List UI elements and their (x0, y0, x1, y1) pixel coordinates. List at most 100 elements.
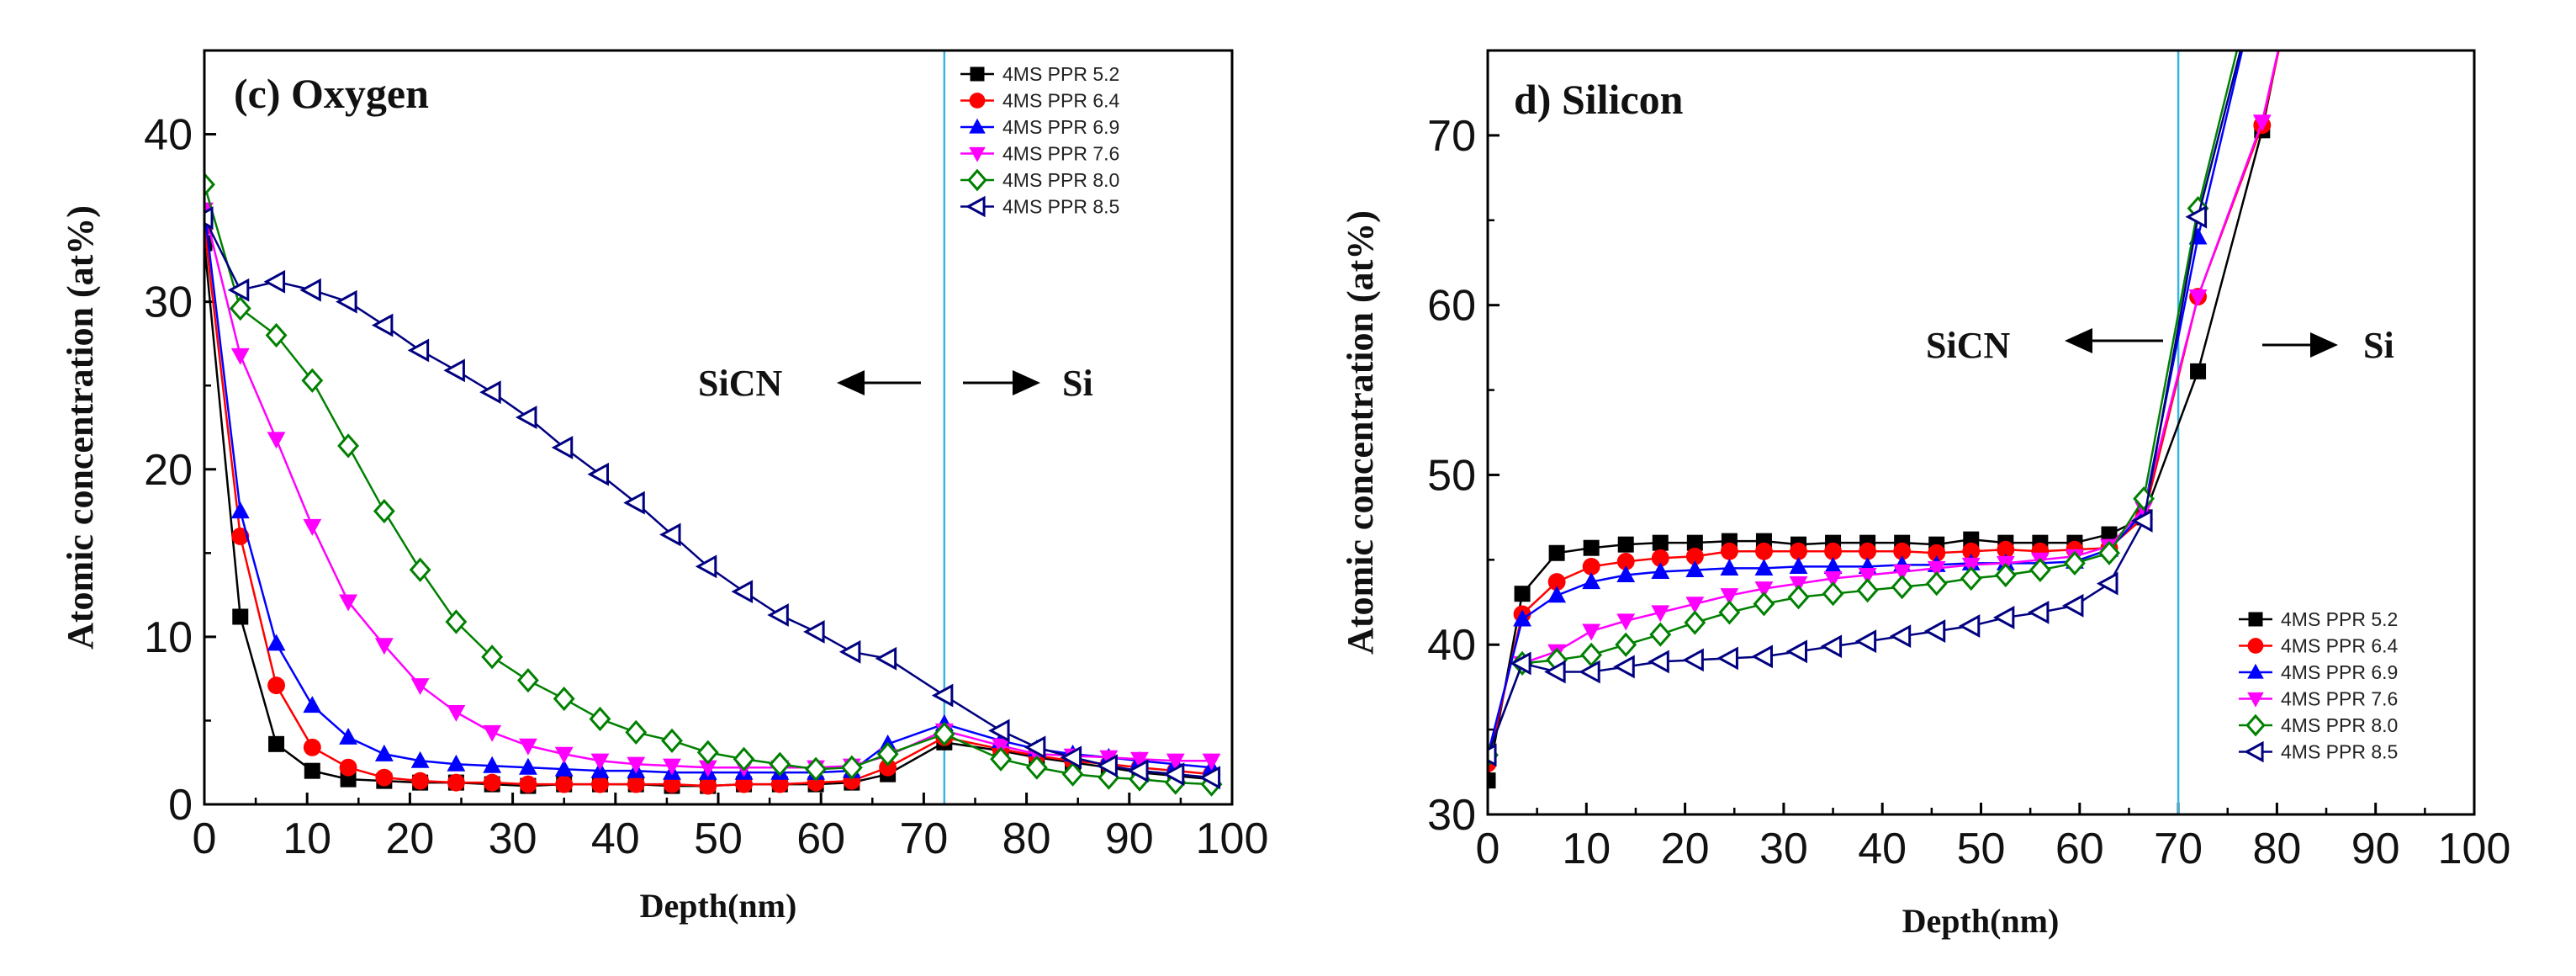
silicon-x-tick-label: 70 (2154, 825, 2203, 873)
oxygen-panel-title: (c) Oxygen (234, 70, 429, 117)
oxygen-data-point (232, 608, 249, 625)
oxygen-data-point (304, 762, 320, 779)
oxygen-data-point (445, 609, 468, 634)
oxygen-data-point (268, 735, 285, 752)
silicon-data-point (1789, 576, 1808, 593)
silicon-arrow-left (2065, 328, 2163, 353)
oxygen-data-point (587, 462, 609, 486)
silicon-data-point (2131, 508, 2153, 533)
oxygen-data-point (554, 759, 574, 777)
silicon-data-point (1790, 542, 1807, 560)
oxygen-legend-label: 4MS PPR 8.0 (1002, 169, 1119, 191)
oxygen-data-point (1198, 766, 1221, 790)
oxygen-data-point (230, 347, 250, 365)
silicon-data-point (1686, 534, 1703, 551)
oxygen-data-point (933, 721, 955, 746)
oxygen-series-line-3 (204, 209, 1212, 769)
silicon-legend-marker (2248, 612, 2263, 627)
silicon-data-point (1962, 542, 1981, 560)
silicon-x-tick-label: 40 (1858, 825, 1907, 873)
oxygen-data-point (1096, 754, 1118, 778)
oxygen-data-point (336, 289, 357, 314)
silicon-data-point (2061, 593, 2084, 618)
oxygen-data-point (988, 719, 1010, 743)
silicon-y-tick-label: 30 (1427, 791, 1476, 840)
silicon-data-point (1488, 772, 1496, 789)
silicon-data-point (1718, 600, 1741, 625)
oxygen-data-point (838, 639, 861, 664)
oxygen-data-point (230, 501, 250, 519)
silicon-data-point (1928, 544, 1946, 562)
silicon-series-group (1488, 50, 2280, 789)
silicon-data-point (1824, 542, 1842, 560)
oxygen-y-tick-label: 40 (144, 111, 193, 160)
silicon-data-point (1547, 573, 1566, 591)
oxygen-series-line-0 (204, 242, 1212, 788)
silicon-data-point (1652, 534, 1669, 551)
oxygen-chart: 0 10 20 30 40 50 60 70 80 90 100 0 10 20 30 40 (c) Oxyg… (60, 49, 1268, 925)
silicon-data-point (1649, 622, 1672, 647)
silicon-data-point (1616, 613, 1636, 631)
silicon-annotation-sicn: SiCN (1926, 325, 2010, 366)
silicon-data-point (1514, 586, 1531, 602)
oxygen-x-tick-label: 60 (796, 814, 845, 863)
oxygen-annotation-sicn: SiCN (698, 363, 782, 404)
silicon-data-point (1754, 581, 1774, 599)
silicon-data-point (1997, 540, 2015, 559)
silicon-chart: 0 10 20 30 40 50 60 70 80 90 100 30 40 50 60 70 d) Sili… (1340, 49, 2510, 940)
silicon-data-point (1789, 557, 1808, 574)
silicon-x-tick-label: 10 (1562, 825, 1611, 873)
silicon-data-point (2029, 557, 2051, 583)
silicon-data-point (2188, 289, 2208, 306)
silicon-data-point (1544, 660, 1566, 684)
silicon-data-point (1616, 565, 1636, 583)
oxygen-x-tick-label: 90 (1105, 814, 1154, 863)
oxygen-data-point (204, 172, 215, 197)
silicon-data-point (1753, 591, 1775, 617)
silicon-data-point (2064, 550, 2086, 576)
oxygen-data-point (623, 491, 645, 515)
oxygen-data-point (265, 322, 288, 348)
oxygen-data-point (698, 760, 717, 777)
silicon-data-point (1613, 655, 1635, 679)
oxygen-data-point (447, 704, 466, 722)
oxygen-data-point (733, 746, 755, 772)
oxygen-data-point (1162, 762, 1185, 787)
oxygen-data-point (770, 775, 789, 793)
silicon-data-point (1963, 531, 1980, 548)
silicon-data-point (1720, 588, 1739, 606)
oxygen-legend-label: 4MS PPR 6.9 (1002, 116, 1119, 138)
silicon-data-point (2190, 363, 2207, 379)
silicon-data-point (1716, 646, 1738, 671)
silicon-legend-label: 4MS PPR 5.2 (2281, 608, 2398, 630)
silicon-y-tick-label: 60 (1427, 282, 1476, 331)
oxygen-data-point (407, 338, 430, 363)
oxygen-data-point (519, 775, 537, 793)
silicon-data-point (1651, 605, 1670, 623)
oxygen-data-point (590, 753, 610, 771)
oxygen-data-point (483, 756, 502, 773)
oxygen-y-tick-label: 0 (168, 781, 193, 830)
oxygen-legend-marker (970, 66, 985, 82)
oxygen-data-point (735, 775, 753, 793)
silicon-data-point (1579, 660, 1600, 684)
silicon-data-point (1488, 743, 1497, 767)
silicon-x-tick-label: 50 (1957, 825, 2006, 873)
silicon-data-point (1893, 542, 1912, 560)
silicon-data-point (1682, 648, 1704, 672)
oxygen-data-point (299, 278, 321, 302)
oxygen-data-point (339, 594, 358, 612)
oxygen-data-point (229, 296, 251, 321)
silicon-data-point (2185, 204, 2208, 229)
oxygen-data-point (267, 676, 285, 695)
silicon-data-point (2027, 600, 2050, 624)
oxygen-data-point (767, 603, 789, 627)
oxygen-data-point (627, 756, 646, 774)
silicon-legend-label: 4MS PPR 6.9 (2281, 661, 2398, 683)
oxygen-data-point (931, 683, 954, 708)
silicon-data-point (1720, 559, 1739, 576)
oxygen-data-point (519, 738, 537, 756)
oxygen-y-axis-label: Atomic concentration (at%) (60, 205, 101, 650)
oxygen-y-tick-label: 20 (144, 446, 193, 495)
